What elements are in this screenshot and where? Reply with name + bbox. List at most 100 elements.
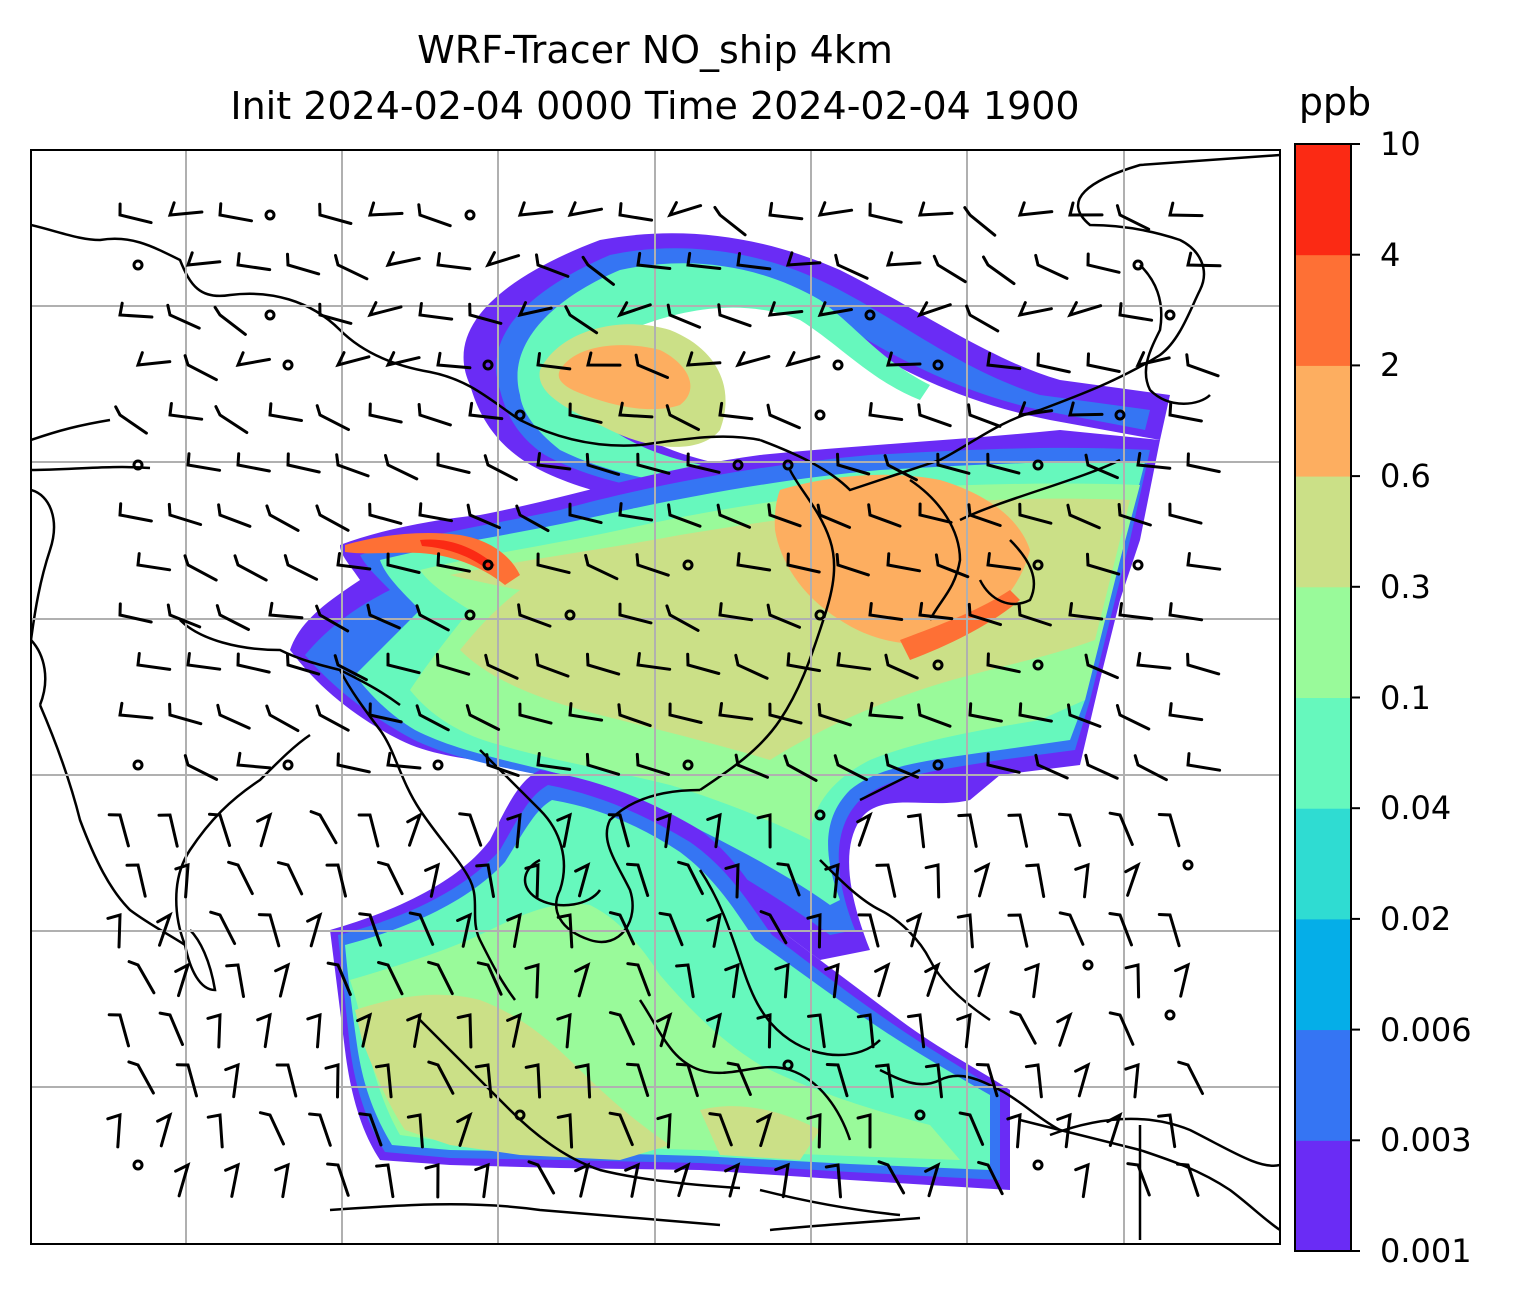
- wind-barb: [206, 1113, 224, 1149]
- wind-barb: [265, 704, 300, 733]
- wind-barb: [1124, 861, 1141, 897]
- wind-barb: [856, 1013, 875, 1049]
- wind-barb: [824, 862, 840, 899]
- wind-barb: [167, 502, 203, 526]
- wind-barb: [806, 1113, 822, 1149]
- wind-barb: [483, 454, 518, 482]
- wind-barb: [918, 601, 954, 621]
- wind-barb: [127, 1060, 155, 1095]
- wind-barb: [986, 652, 1021, 674]
- colorbar-tick-label: 0.04: [1380, 789, 1452, 828]
- wind-barb: [1034, 253, 1069, 280]
- wind-barb: [476, 961, 503, 996]
- colorbar-tick-label: 10: [1380, 125, 1421, 163]
- wind-barb: [568, 702, 604, 722]
- wind-barb: [586, 652, 621, 676]
- wind-barb: [386, 552, 421, 574]
- wind-barb: [1017, 603, 1052, 627]
- wind-barb: [1106, 1111, 1123, 1147]
- wind-barb: [835, 553, 870, 577]
- wind-barb: [1108, 912, 1133, 947]
- wind-barb: [675, 1062, 699, 1098]
- calm-wind-marker: [782, 1059, 794, 1071]
- colorbar-segment: [1295, 476, 1351, 588]
- wind-barb: [686, 652, 721, 675]
- colorbar-unit-label: ppb: [1298, 80, 1372, 124]
- wind-barb: [965, 304, 1000, 333]
- wind-barb: [567, 201, 603, 217]
- wind-barb: [585, 452, 621, 476]
- wind-barb: [256, 1012, 272, 1049]
- wind-barb: [1086, 352, 1121, 373]
- wind-barb: [885, 251, 922, 267]
- wind-barb: [586, 351, 622, 367]
- wind-barb: [556, 1012, 572, 1049]
- wind-barb: [875, 1063, 894, 1099]
- wind-barb: [518, 702, 553, 725]
- wind-barb: [986, 552, 1022, 571]
- wind-barb: [767, 301, 804, 317]
- wind-barb: [377, 860, 404, 896]
- wind-barb: [235, 351, 271, 367]
- wind-barb: [917, 403, 952, 428]
- calm-wind-marker: [1164, 1009, 1176, 1021]
- wind-barb: [315, 404, 350, 432]
- wind-barb: [656, 812, 672, 849]
- wind-barb: [1086, 552, 1121, 576]
- wind-barb: [274, 962, 291, 998]
- wind-barb: [1118, 302, 1154, 322]
- wind-barb: [656, 1112, 672, 1149]
- wind-barb: [1115, 704, 1151, 731]
- wind-barb: [368, 702, 403, 724]
- wind-barb: [932, 254, 967, 284]
- wind-barb: [1017, 301, 1053, 318]
- wind-barb: [535, 253, 570, 278]
- colorbar-tick-label: 0.001: [1380, 1232, 1472, 1270]
- wind-barb: [574, 1162, 591, 1198]
- wind-barb: [485, 753, 520, 777]
- colorbar-tick-label: 0.6: [1380, 457, 1431, 496]
- wind-barb: [626, 1062, 650, 1097]
- calm-wind-marker: [132, 759, 144, 771]
- wind-barb: [618, 401, 654, 419]
- wind-barb: [618, 602, 653, 625]
- wind-barb: [956, 913, 974, 949]
- wind-barb: [1115, 204, 1151, 231]
- wind-barb: [968, 702, 1003, 723]
- wind-barb: [107, 813, 130, 848]
- wind-barb: [136, 552, 172, 572]
- wind-barb: [1084, 453, 1119, 480]
- wind-barb: [636, 452, 671, 475]
- wind-barb: [286, 452, 321, 474]
- wind-barb: [756, 1013, 772, 1049]
- wind-barb: [706, 812, 722, 849]
- wind-barb: [708, 1112, 733, 1147]
- wind-barb: [309, 810, 338, 845]
- wind-barb: [436, 552, 471, 573]
- wind-barb: [1074, 1062, 1091, 1098]
- wind-barb: [626, 962, 651, 997]
- wind-barb: [356, 1012, 373, 1048]
- wind-barb: [1066, 503, 1101, 530]
- wind-barb: [986, 752, 1021, 774]
- wind-barb: [174, 862, 190, 899]
- colorbar-tick-label: 2: [1380, 346, 1401, 385]
- wind-barb: [1058, 812, 1082, 847]
- calm-wind-marker: [814, 609, 826, 621]
- wind-barb: [258, 1111, 285, 1146]
- wind-barb: [224, 1162, 241, 1198]
- wind-barb: [774, 1162, 790, 1199]
- wind-barb: [706, 1012, 723, 1048]
- wind-barb: [675, 963, 695, 999]
- wind-barb: [735, 351, 771, 368]
- wind-barb: [418, 502, 453, 523]
- wind-barb: [375, 1163, 395, 1199]
- wind-barb: [265, 504, 300, 532]
- wind-barb: [608, 1111, 634, 1147]
- wind-barb: [856, 811, 873, 847]
- wind-barb: [1056, 1112, 1072, 1149]
- wind-barb: [574, 1063, 592, 1099]
- wind-barb: [1067, 703, 1102, 728]
- wind-barb: [618, 202, 654, 222]
- wind-barb: [686, 452, 721, 474]
